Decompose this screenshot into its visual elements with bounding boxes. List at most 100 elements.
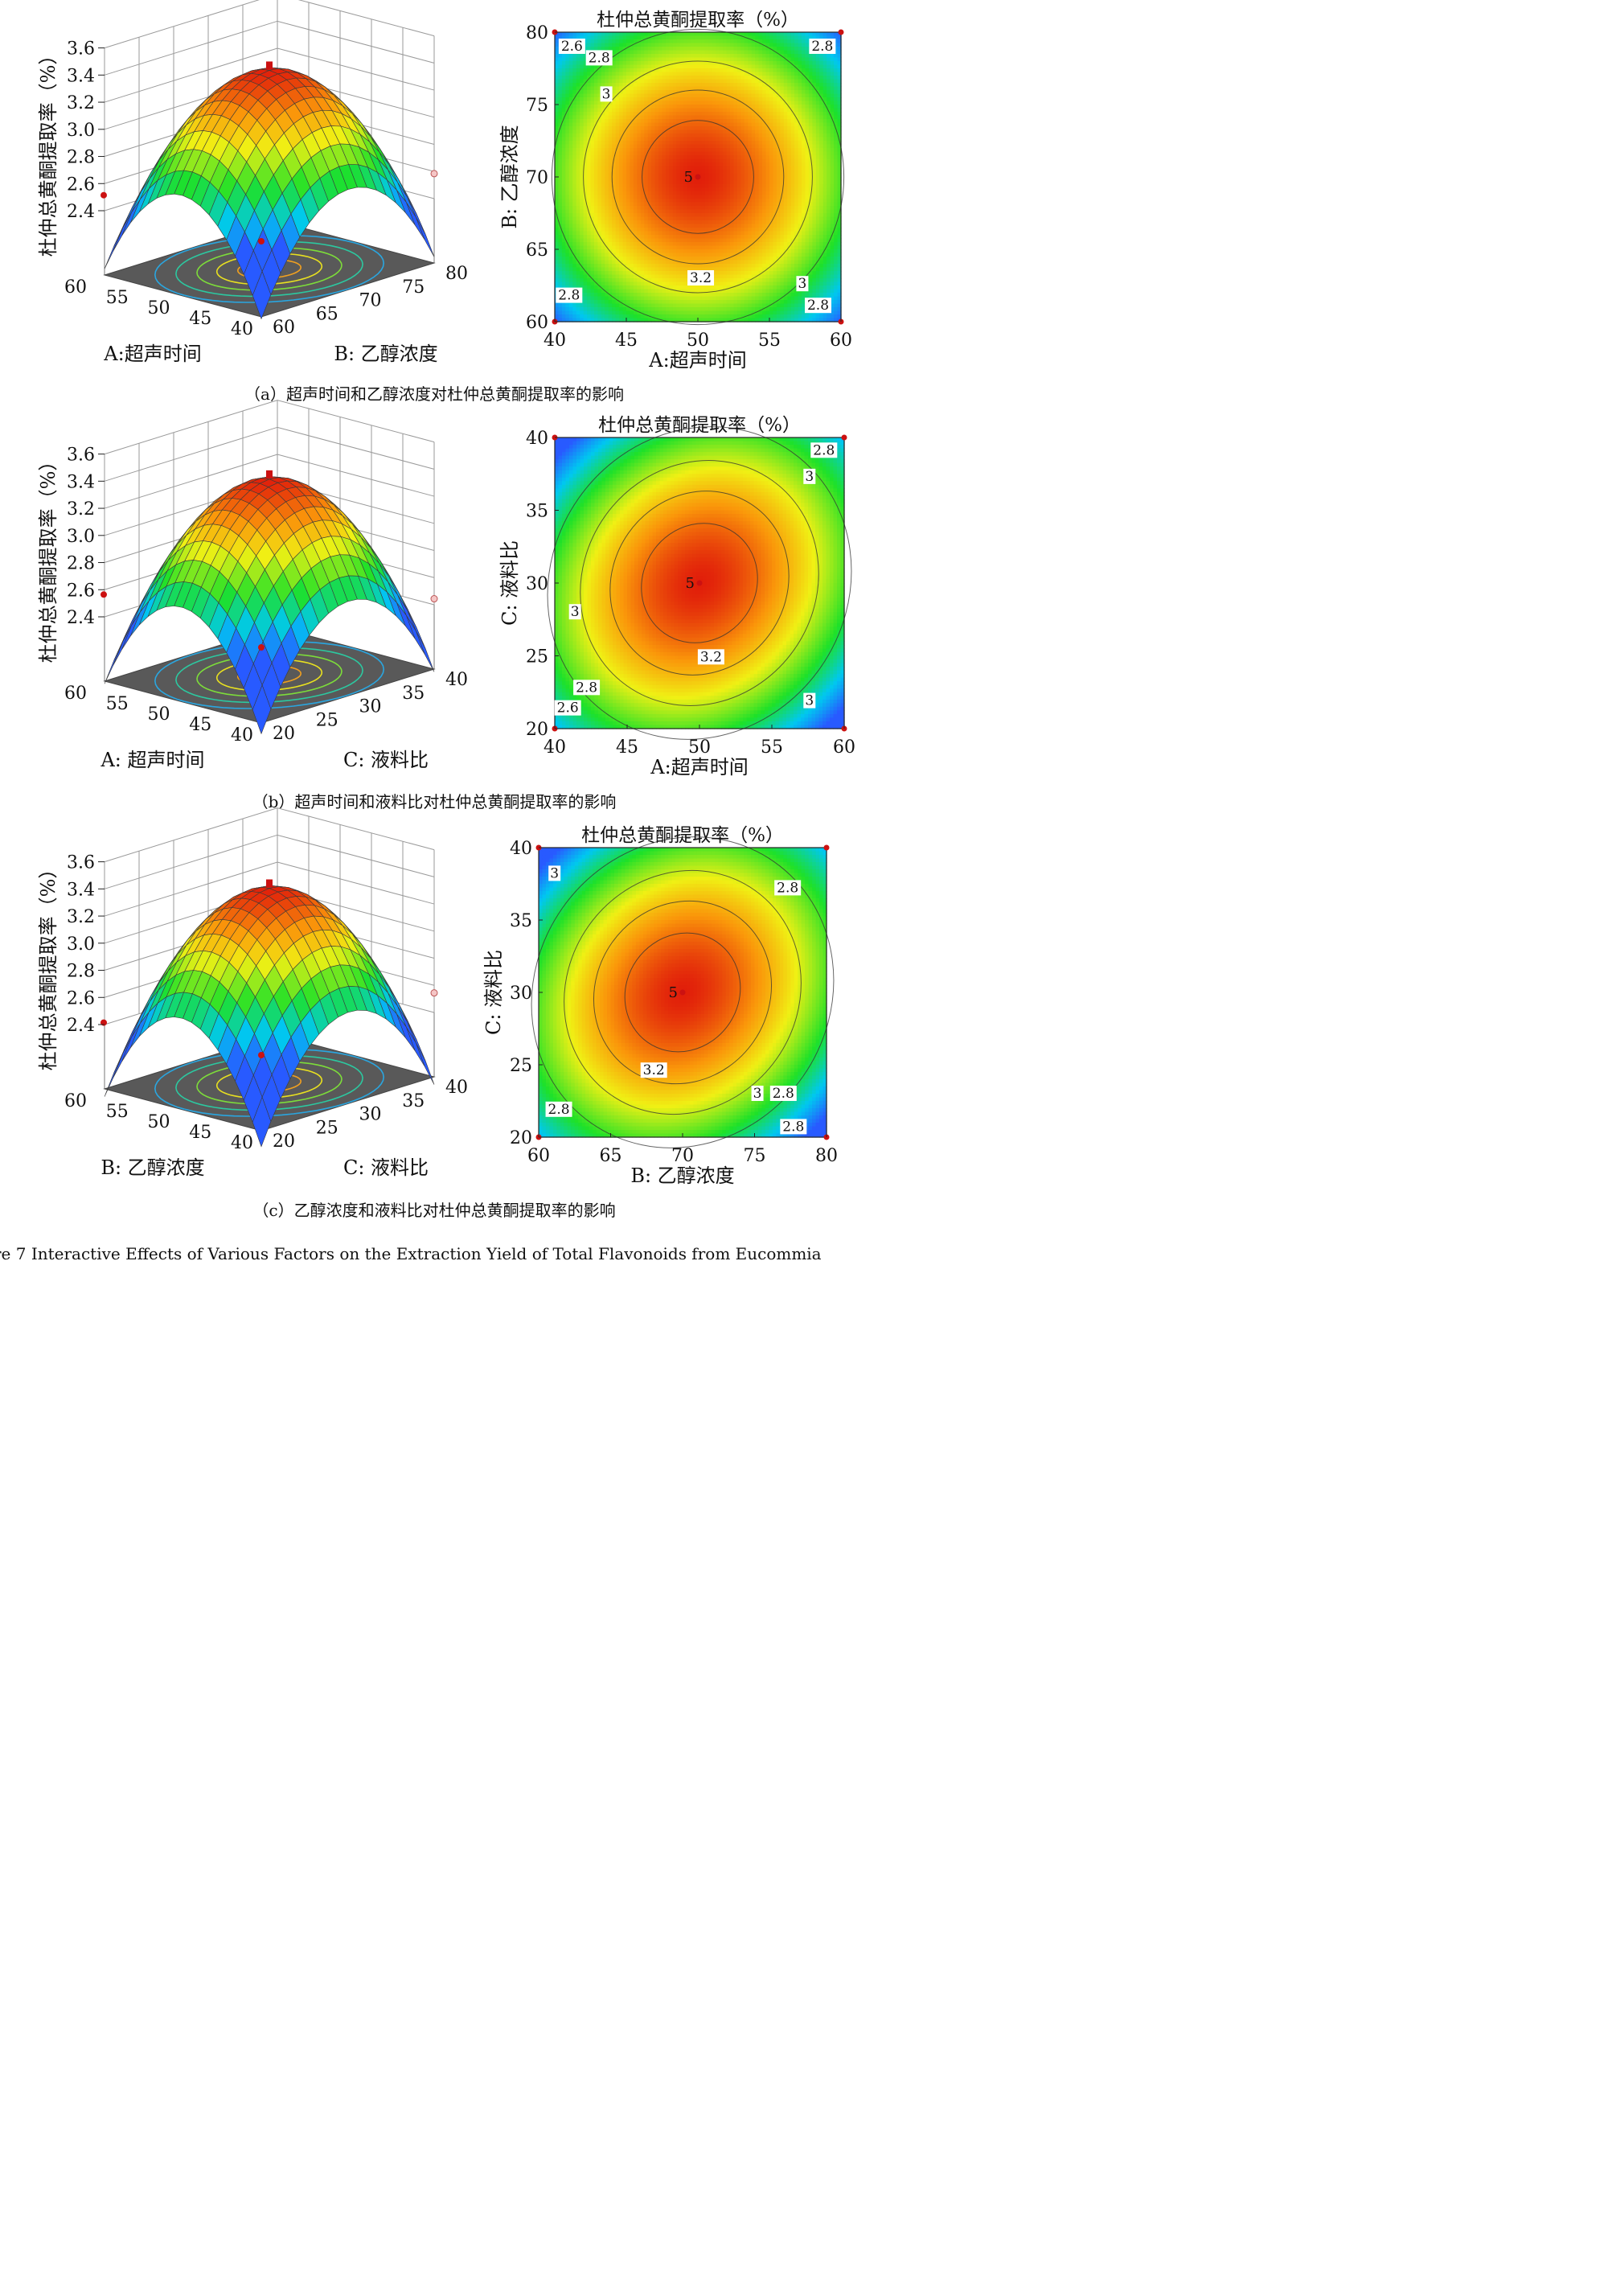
y-tick-label: 35: [510, 911, 532, 931]
surface-patch: [122, 1023, 141, 1061]
z-tick-label: 2.4: [67, 202, 95, 222]
z-tick-label: 3.6: [67, 446, 95, 466]
x-tick-label: 50: [148, 704, 170, 725]
y-tick-label: 25: [316, 1118, 338, 1138]
y-tick-label: 30: [359, 1105, 382, 1125]
design-point: [431, 596, 437, 602]
y-axis-label: B: 乙醇浓度: [498, 125, 521, 228]
design-point: [100, 591, 107, 598]
design-point: [100, 192, 107, 199]
y-tick-label: 75: [526, 96, 548, 116]
chart-title: 杜仲总黄酮提取率（%）: [597, 10, 799, 31]
z-axis-label: 杜仲总黄酮提取率（%）: [37, 860, 59, 1071]
center-point: [697, 581, 703, 586]
z-tick-label: 2.6: [67, 988, 95, 1008]
x-tick-label: 50: [148, 1112, 170, 1132]
y-tick-label: 20: [526, 720, 548, 740]
design-point: [839, 30, 844, 35]
x-axis-label: B: 乙醇浓度: [630, 1164, 734, 1187]
contour-label: 3: [550, 865, 559, 881]
x-tick-label: 55: [761, 737, 783, 758]
wall-gridline: [105, 808, 434, 862]
surface-mesh: [105, 477, 434, 734]
contour-label: 3.2: [690, 270, 712, 286]
x-tick-label: 60: [833, 737, 855, 758]
contour-label: 2.8: [773, 1086, 794, 1102]
x-axis-label: B: 乙醇浓度: [100, 1156, 204, 1179]
z-tick-label: 3.6: [67, 853, 95, 873]
x-tick-label: 60: [64, 684, 87, 704]
y-tick-label: 80: [445, 264, 468, 284]
contour-label: 2.8: [807, 298, 829, 314]
z-tick-label: 2.4: [67, 1016, 95, 1036]
z-tick-label: 2.6: [67, 581, 95, 601]
x-tick-label: 45: [189, 309, 211, 329]
z-tick-label: 3.4: [67, 66, 95, 86]
z-tick-label: 3.0: [67, 527, 95, 547]
contour-label: 3: [602, 86, 611, 102]
x-tick-label: 60: [64, 277, 87, 298]
design-point: [258, 238, 265, 244]
contour-label: 2.8: [548, 1102, 570, 1118]
z-tick-label: 3.2: [67, 499, 95, 520]
contour-label: 2.8: [589, 50, 610, 66]
x-axis-label: A:超声时间: [648, 349, 746, 372]
contour-label: 3: [753, 1086, 762, 1102]
z-tick-label: 2.8: [67, 554, 95, 574]
design-point: [824, 845, 830, 851]
y-tick-label: 20: [273, 724, 295, 744]
x-tick-label: 50: [687, 331, 709, 351]
y-tick-label: 20: [273, 1132, 295, 1152]
x-tick-label: 55: [106, 694, 129, 714]
x-tick-label: 55: [758, 331, 781, 351]
y-tick-label: 60: [273, 318, 295, 338]
y-axis-label: C: 液料比: [498, 540, 521, 626]
z-tick-label: 3.2: [67, 907, 95, 927]
contour-label: 3: [805, 469, 814, 485]
z-tick-label: 2.4: [67, 608, 95, 628]
figure-caption: re 7 Interactive Effects of Various Fact…: [0, 1244, 822, 1263]
design-point: [431, 990, 437, 996]
z-tick-label: 2.8: [67, 962, 95, 982]
wall-gridline: [105, 400, 434, 454]
y-tick-label: 20: [510, 1128, 532, 1148]
surface-patch: [406, 615, 425, 654]
surface-patch: [416, 217, 434, 257]
x-tick-label: 40: [544, 737, 566, 758]
surface-patch: [113, 212, 132, 251]
y-tick-label: 30: [359, 697, 382, 717]
contour-label: 2.6: [557, 700, 579, 717]
y-tick-label: 40: [445, 1078, 468, 1098]
y-tick-label: 40: [445, 670, 468, 690]
x-tick-label: 80: [815, 1146, 838, 1166]
contour-label: 3.2: [643, 1062, 665, 1078]
design-point: [842, 435, 847, 441]
y-tick-label: 25: [510, 1056, 532, 1076]
y-axis-label: C: 液料比: [343, 749, 429, 771]
center-point: [680, 990, 686, 996]
contour-label: 2.8: [576, 680, 597, 696]
x-tick-label: 45: [615, 331, 638, 351]
y-tick-label: 80: [526, 23, 548, 43]
contour-label: 3: [805, 693, 814, 709]
x-tick-label: 75: [744, 1146, 766, 1166]
x-axis-label: A:超声时间: [650, 756, 748, 778]
design-point: [431, 170, 437, 177]
contour-label: 2.8: [782, 1119, 804, 1135]
y-tick-label: 70: [526, 168, 548, 188]
x-tick-label: 60: [64, 1091, 87, 1111]
z-tick-label: 2.8: [67, 148, 95, 168]
contour-label: 2.8: [811, 39, 833, 55]
peak-point: [266, 61, 273, 69]
center-point-label: 5: [686, 575, 695, 592]
z-tick-label: 3.4: [67, 472, 95, 492]
z-tick-label: 3.6: [67, 39, 95, 60]
center-point-label: 5: [669, 984, 678, 1001]
z-tick-label: 2.6: [67, 175, 95, 195]
x-tick-label: 40: [231, 725, 253, 745]
